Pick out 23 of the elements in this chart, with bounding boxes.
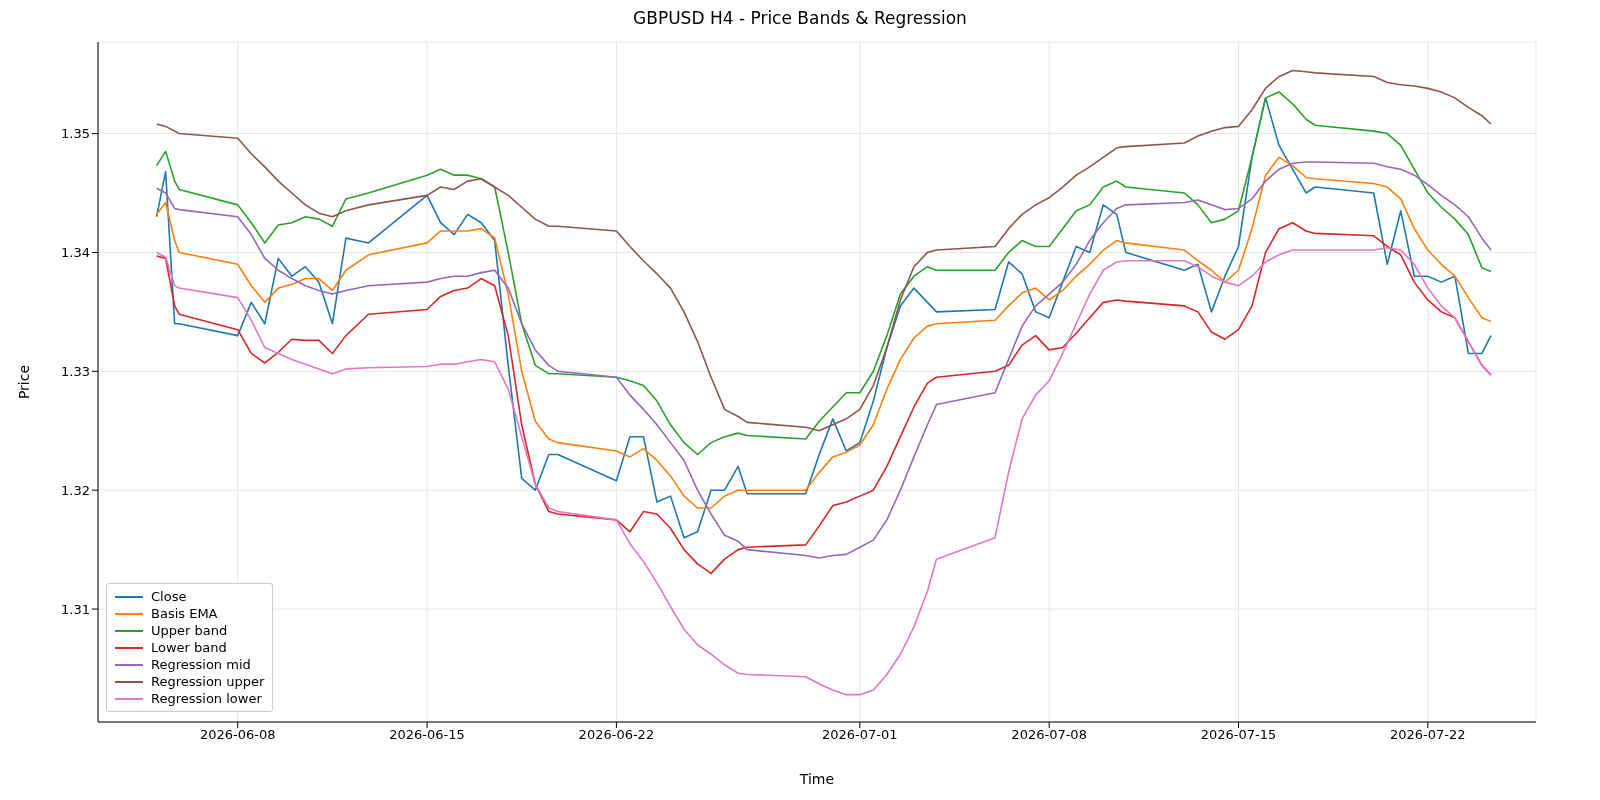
y-tick-label: 1.32 xyxy=(61,482,90,498)
x-tick-label: 2026-07-15 xyxy=(1200,727,1277,743)
x-tick-label: 2026-06-15 xyxy=(389,727,465,743)
legend-label: Regression upper xyxy=(151,673,265,690)
y-tick-label: 1.34 xyxy=(61,245,90,261)
legend-label: Regression lower xyxy=(151,690,262,707)
x-tick-label: 2026-06-08 xyxy=(199,727,276,743)
line-series xyxy=(155,97,1492,539)
legend-label: Basis EMA xyxy=(151,605,218,622)
x-tick-label: 2026-07-22 xyxy=(1390,727,1466,743)
y-tick-label: 1.31 xyxy=(61,601,90,617)
x-tick-label: 2026-07-01 xyxy=(822,727,898,743)
x-tick-label: 2026-06-22 xyxy=(578,727,655,743)
chart-title: GBPUSD H4 - Price Bands & Regression xyxy=(632,8,968,30)
legend-label: Lower band xyxy=(151,639,227,656)
legend-label: Upper band xyxy=(151,622,228,639)
x-axis-title: Time xyxy=(798,771,835,787)
y-tick-label: 1.33 xyxy=(61,363,90,379)
legend-label: Regression mid xyxy=(151,656,251,673)
x-tick-label: 2026-07-08 xyxy=(1011,727,1087,743)
legend-label: Close xyxy=(151,588,187,605)
y-tick-label: 1.35 xyxy=(61,126,90,142)
y-axis-title: Price xyxy=(15,364,32,400)
